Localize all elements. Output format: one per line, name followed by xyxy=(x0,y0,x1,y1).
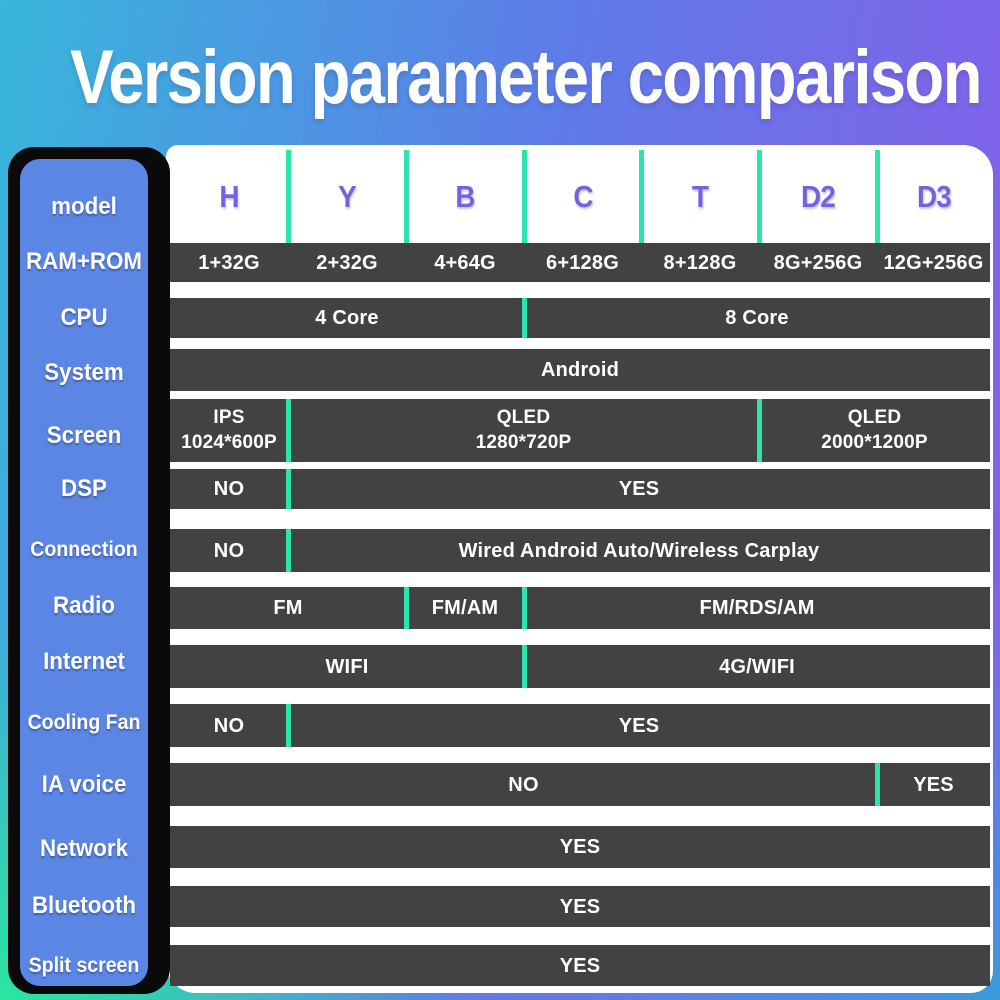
sidebar-label-screen: Screen xyxy=(46,422,122,449)
sidebar-label-cooling-fan: Cooling Fan xyxy=(27,711,141,734)
sidebar-label-ia-voice: IA voice xyxy=(41,771,127,798)
corner-label-model: model xyxy=(51,193,117,220)
cell: NO xyxy=(213,714,245,737)
sidebar-label-ram-rom: RAM+ROM xyxy=(26,248,142,275)
header-column-divider xyxy=(521,150,527,282)
row-cooling-fan: NO YES xyxy=(170,704,990,747)
column-header-y: Y xyxy=(338,179,357,214)
cell: 12G+256G xyxy=(883,251,984,274)
row-ia-voice: NO YES xyxy=(170,763,990,806)
row-dsp: NO YES xyxy=(170,469,990,509)
cell: YES xyxy=(559,895,601,918)
cell-divider xyxy=(756,399,762,462)
column-header-d2: D2 xyxy=(801,179,836,214)
cell-divider xyxy=(285,529,291,572)
cell: 6+128G xyxy=(546,251,619,274)
header-column-divider xyxy=(756,150,762,282)
cell: FM/AM xyxy=(431,597,499,619)
row-connection: NO Wired Android Auto/Wireless Carplay xyxy=(170,529,990,572)
cell-divider xyxy=(521,298,527,338)
cell: YES xyxy=(559,836,601,858)
cell-divider xyxy=(285,399,291,462)
cell: 4 Core xyxy=(315,307,379,329)
row-label-sidebar xyxy=(20,159,148,986)
row-cpu: 4 Core 8 Core xyxy=(170,298,990,338)
cell: Wired Android Auto/Wireless Carplay xyxy=(458,539,820,562)
cell: FM/RDS/AM xyxy=(699,597,815,619)
cell: YES xyxy=(618,714,660,737)
row-network: YES xyxy=(170,826,990,868)
row-internet: WIFI 4G/WIFI xyxy=(170,645,990,688)
cell: IPS 1024*600P xyxy=(181,406,277,453)
sidebar-label-connection: Connection xyxy=(30,538,138,561)
header-column-divider xyxy=(874,150,880,282)
cell: 8+128G xyxy=(663,251,737,274)
cell-divider xyxy=(874,763,880,806)
cell: NO xyxy=(213,539,245,562)
cell-divider xyxy=(521,645,527,688)
cell: FM xyxy=(273,597,303,619)
row-system: Android xyxy=(170,349,990,391)
cell: YES xyxy=(618,478,660,500)
row-split-screen: YES xyxy=(170,945,990,986)
cell: 8 Core xyxy=(725,307,789,329)
cell: NO xyxy=(508,773,539,796)
cell: WIFI xyxy=(325,655,369,678)
row-ram-rom: 1+32G 2+32G 4+64G 6+128G 8+128G 8G+256G 12G+25… xyxy=(170,243,990,282)
sidebar-label-network: Network xyxy=(39,835,129,862)
column-header-t: T xyxy=(691,179,709,214)
cell: 2+32G xyxy=(316,251,378,274)
sidebar-label-internet: Internet xyxy=(43,648,125,675)
cell-divider xyxy=(521,587,527,629)
cell: 1+32G xyxy=(198,251,260,274)
cell: 8G+256G xyxy=(773,251,863,274)
cell: YES xyxy=(559,954,601,977)
sidebar-label-dsp: DSP xyxy=(61,475,107,502)
sidebar-label-cpu: CPU xyxy=(60,304,108,331)
sidebar-label-split-screen: Split screen xyxy=(28,954,140,977)
cell: Android xyxy=(540,359,620,381)
column-header-h: H xyxy=(219,179,239,214)
row-bluetooth: YES xyxy=(170,886,990,927)
sidebar-label-radio: Radio xyxy=(52,592,116,619)
row-screen: IPS 1024*600P QLED 1280*720P QLED 2000*120… xyxy=(170,399,990,462)
page-title: Version parameter comparison xyxy=(70,35,983,120)
cell: YES xyxy=(913,773,954,796)
cell: 4+64G xyxy=(434,251,496,274)
cell-divider xyxy=(285,469,291,509)
column-header-b: B xyxy=(455,179,475,214)
sidebar-label-system: System xyxy=(44,359,124,386)
row-radio: FM FM/AM FM/RDS/AM xyxy=(170,587,990,629)
cell: NO xyxy=(213,478,245,500)
sidebar-label-bluetooth: Bluetooth xyxy=(31,892,137,919)
header-column-divider xyxy=(403,150,409,282)
cell-divider xyxy=(403,587,409,629)
cell-divider xyxy=(285,704,291,747)
column-header-c: C xyxy=(572,179,593,214)
column-header-d3: D3 xyxy=(916,179,952,214)
cell: 4G/WIFI xyxy=(719,655,795,678)
header-column-divider xyxy=(285,150,291,282)
cell: QLED 1280*720P xyxy=(475,406,572,453)
table-area: H Y B C T D2 D3 1+32G 2+32G 4+64G 6+128G 8+128G 8G+2… xyxy=(170,145,990,993)
cell: QLED 2000*1200P xyxy=(821,406,928,453)
header-column-divider xyxy=(638,150,644,282)
